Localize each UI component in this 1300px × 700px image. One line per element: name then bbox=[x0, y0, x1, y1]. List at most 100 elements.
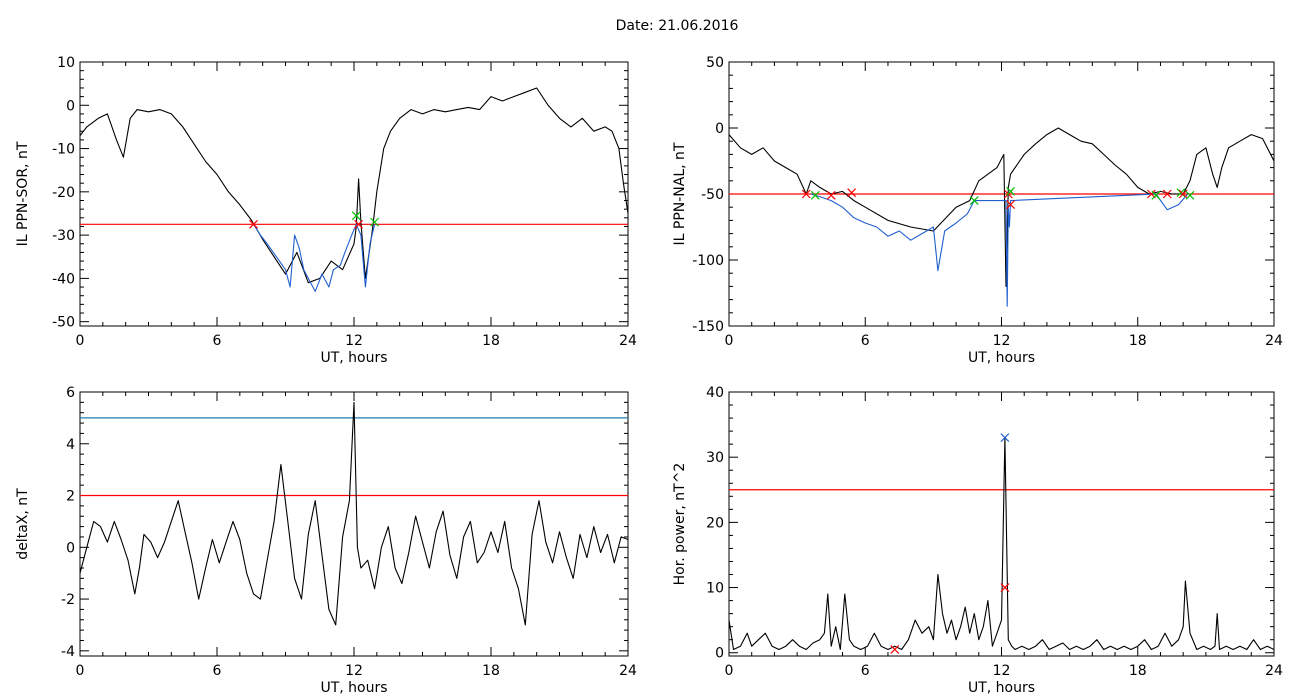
cross-marker-stroke bbox=[826, 190, 836, 200]
x-tick-label: 12 bbox=[993, 333, 1011, 349]
cross-marker-stroke bbox=[1000, 583, 1010, 592]
cross-marker bbox=[249, 219, 258, 229]
cross-marker-stroke bbox=[1176, 188, 1186, 198]
y-tick-label: -150 bbox=[692, 319, 724, 335]
signal-line bbox=[728, 127, 1275, 287]
cross-marker-stroke bbox=[801, 189, 811, 199]
x-tick-label: 24 bbox=[619, 333, 637, 349]
y-tick-label: -100 bbox=[692, 253, 724, 269]
x-tick-label: 18 bbox=[1129, 663, 1147, 679]
y-tick-label: 2 bbox=[66, 489, 75, 505]
cross-marker bbox=[1006, 186, 1016, 196]
y-tick-label: -30 bbox=[52, 228, 75, 244]
y-tick-label: 40 bbox=[706, 385, 724, 401]
chart-hor-power: 0 6 12 18 24 0 10 20 30 40 UT, hours Hor. power, nT… bbox=[672, 385, 1283, 696]
y-tick-label: 50 bbox=[706, 55, 724, 71]
y-axis-label: deltaX, nT bbox=[15, 488, 31, 560]
cross-marker-stroke bbox=[1185, 190, 1195, 200]
x-axis-label: UT, hours bbox=[320, 350, 387, 366]
cross-marker bbox=[1185, 190, 1195, 200]
y-tick-label: 30 bbox=[706, 450, 724, 466]
y-tick-label: -20 bbox=[52, 185, 75, 201]
x-tick-label: 6 bbox=[213, 333, 222, 349]
cross-marker-stroke bbox=[354, 219, 363, 229]
cross-marker-stroke bbox=[1006, 200, 1016, 209]
x-tick-label: 12 bbox=[993, 663, 1011, 679]
cross-marker bbox=[1000, 583, 1010, 592]
y-tick-label: -50 bbox=[52, 315, 75, 331]
y-axis-label: Hor. power, nT^2 bbox=[672, 463, 688, 586]
x-tick-label: 6 bbox=[861, 333, 870, 349]
cross-marker-stroke bbox=[1146, 189, 1156, 199]
x-tick-label: 6 bbox=[861, 663, 870, 679]
cross-marker bbox=[890, 645, 900, 654]
x-tick-label: 24 bbox=[1265, 333, 1283, 349]
y-tick-label: 6 bbox=[66, 385, 75, 401]
chart-ppn-sor: 0 6 12 18 24 -50 -40 -30 -20 -10 0 10 UT, hours IL PP… bbox=[15, 55, 637, 366]
x-axis-label: UT, hours bbox=[320, 680, 387, 696]
cross-marker bbox=[847, 188, 857, 198]
cross-marker-stroke bbox=[1000, 433, 1010, 443]
highlight-line bbox=[810, 193, 1189, 307]
x-tick-label: 0 bbox=[725, 333, 734, 349]
cross-marker-stroke bbox=[890, 645, 900, 654]
cross-marker bbox=[1000, 433, 1010, 443]
cross-marker bbox=[1006, 200, 1016, 209]
signal-line bbox=[728, 437, 1275, 651]
y-tick-label: 0 bbox=[715, 646, 724, 662]
y-tick-label: 0 bbox=[715, 121, 724, 137]
cross-marker-stroke bbox=[370, 217, 379, 227]
cross-marker-stroke bbox=[351, 211, 361, 221]
cross-marker-stroke bbox=[249, 219, 258, 229]
chart-ppn-nal: 0 6 12 18 24 -150 -100 -50 0 50 UT, hours IL PPN-NA… bbox=[672, 55, 1283, 366]
signal-line bbox=[79, 87, 629, 284]
cross-marker bbox=[826, 190, 836, 200]
cross-marker-stroke bbox=[969, 196, 979, 206]
signal-line bbox=[79, 401, 629, 626]
cross-marker-stroke bbox=[1006, 186, 1016, 196]
y-tick-label: -2 bbox=[61, 592, 75, 608]
cross-marker bbox=[1162, 189, 1172, 199]
cross-marker-stroke bbox=[847, 188, 857, 198]
cross-marker-stroke bbox=[1178, 189, 1188, 199]
cross-marker bbox=[351, 211, 361, 221]
y-tick-label: -4 bbox=[61, 644, 75, 660]
y-tick-label: 0 bbox=[66, 540, 75, 556]
x-tick-label: 0 bbox=[725, 663, 734, 679]
x-tick-label: 6 bbox=[213, 663, 222, 679]
x-axis-label: UT, hours bbox=[968, 680, 1035, 696]
y-axis-label: IL PPN-NAL, nT bbox=[672, 142, 688, 245]
y-tick-label: 0 bbox=[66, 98, 75, 114]
page-title: Date: 21.06.2016 bbox=[615, 18, 739, 34]
cross-marker bbox=[370, 217, 379, 227]
y-tick-label: -50 bbox=[701, 187, 724, 203]
x-tick-label: 0 bbox=[76, 333, 85, 349]
plot-frame bbox=[79, 391, 629, 657]
y-tick-label: 10 bbox=[57, 55, 75, 71]
x-tick-label: 18 bbox=[482, 333, 500, 349]
x-tick-label: 24 bbox=[1265, 663, 1283, 679]
y-tick-label: 4 bbox=[66, 437, 75, 453]
cross-marker bbox=[1178, 189, 1188, 199]
cross-marker bbox=[801, 189, 811, 199]
x-tick-label: 12 bbox=[345, 333, 363, 349]
x-tick-label: 0 bbox=[76, 663, 85, 679]
x-tick-label: 12 bbox=[345, 663, 363, 679]
cross-marker bbox=[1151, 190, 1161, 200]
cross-marker bbox=[810, 190, 820, 200]
x-axis-label: UT, hours bbox=[968, 350, 1035, 366]
y-axis-label: IL PPN-SOR, nT bbox=[15, 141, 31, 246]
cross-marker bbox=[354, 219, 363, 229]
y-tick-label: -10 bbox=[52, 142, 75, 158]
x-tick-label: 18 bbox=[1129, 333, 1147, 349]
cross-marker-stroke bbox=[1162, 189, 1172, 199]
y-tick-label: 20 bbox=[706, 515, 724, 531]
highlight-line bbox=[253, 223, 376, 292]
cross-marker-stroke bbox=[1151, 190, 1161, 200]
cross-marker bbox=[969, 196, 979, 206]
x-tick-label: 18 bbox=[482, 663, 500, 679]
cross-marker bbox=[1176, 188, 1186, 198]
y-tick-label: 10 bbox=[706, 581, 724, 597]
